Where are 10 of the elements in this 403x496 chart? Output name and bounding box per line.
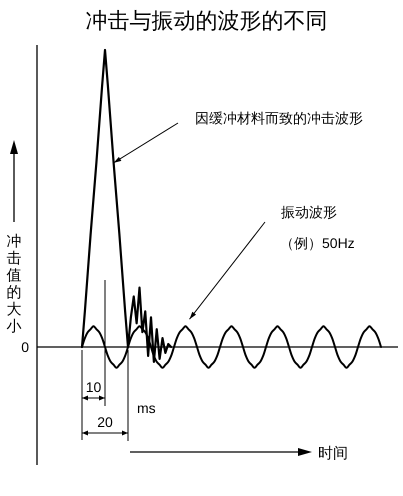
text: 20 [97,414,113,430]
text: 10 [86,379,102,395]
y-axis-title: 冲击值的大小 [6,232,22,335]
chart-title: 冲击与振动的波形的不同 [86,9,328,34]
text: 时间 [318,444,348,462]
annotation: 振动波形 [281,205,337,221]
text: ms [137,400,156,416]
annotation: （例）50Hz [280,235,355,251]
annotation: 因缓冲材料而致的冲击波形 [195,111,363,127]
ref-line-label: 0 [21,339,30,355]
